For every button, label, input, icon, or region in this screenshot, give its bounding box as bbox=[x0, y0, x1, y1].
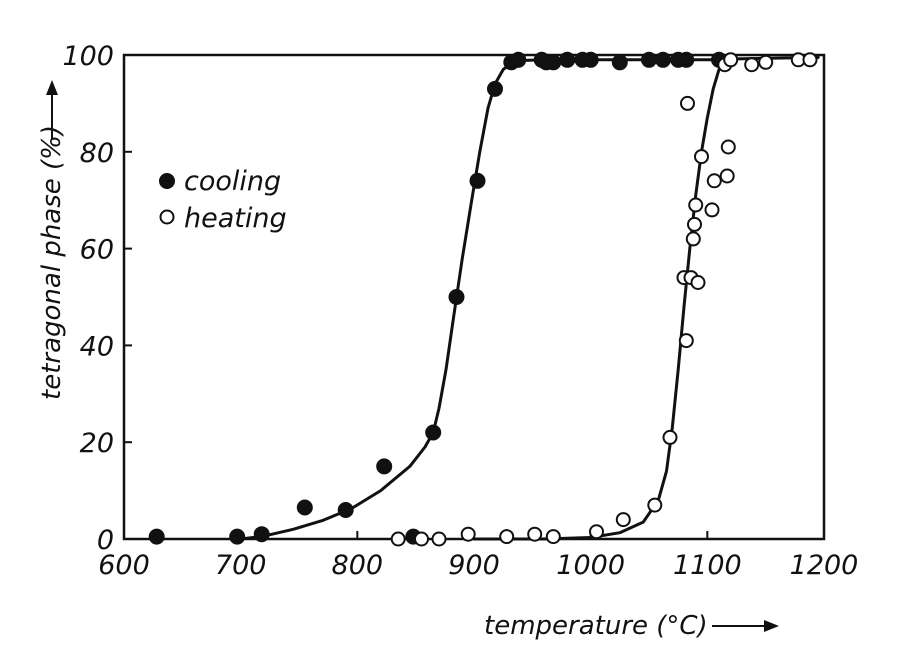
data-point-cooling bbox=[655, 51, 671, 68]
data-point-cooling bbox=[611, 54, 628, 71]
y-axis-arrow-head bbox=[46, 80, 58, 95]
data-point-heating bbox=[744, 57, 760, 73]
data-point-cooling bbox=[641, 51, 657, 68]
y-tick-label: 60 bbox=[80, 235, 114, 266]
data-points bbox=[148, 51, 818, 547]
fit-curve-heating bbox=[472, 55, 820, 541]
data-point-cooling bbox=[229, 528, 246, 545]
data-point-cooling bbox=[487, 80, 503, 97]
legend-label-heating: heating bbox=[184, 203, 287, 234]
data-point-heating bbox=[690, 275, 706, 290]
x-tick-label: 600 bbox=[98, 550, 150, 581]
data-point-heating bbox=[647, 497, 663, 513]
data-point-heating bbox=[706, 173, 722, 189]
data-point-heating bbox=[678, 333, 694, 349]
data-point-cooling bbox=[296, 499, 313, 516]
legend-marker-heating bbox=[159, 209, 175, 225]
legend-label-cooling: cooling bbox=[184, 166, 281, 197]
data-point-cooling bbox=[469, 172, 486, 189]
y-tick-label: 80 bbox=[80, 138, 114, 169]
data-point-heating bbox=[723, 52, 739, 68]
fit-curves bbox=[239, 55, 820, 541]
data-point-cooling bbox=[376, 458, 393, 475]
data-point-heating bbox=[499, 529, 515, 545]
x-axis-title: temperature (°C) bbox=[484, 611, 708, 641]
data-point-heating bbox=[589, 524, 604, 540]
data-point-cooling bbox=[559, 51, 576, 68]
data-point-cooling bbox=[678, 51, 695, 68]
data-point-heating bbox=[704, 202, 720, 218]
x-axis-arrow-head bbox=[764, 620, 779, 632]
x-tick-label: 1000 bbox=[556, 550, 625, 581]
data-point-heating bbox=[802, 52, 818, 68]
x-tick-label: 1100 bbox=[673, 550, 742, 581]
data-point-heating bbox=[685, 231, 701, 247]
x-axis-title-group: temperature (°C) bbox=[484, 611, 779, 641]
x-axis-ticks: 600 700 800 900 1000 1100 1200 bbox=[98, 531, 858, 581]
data-point-cooling bbox=[148, 528, 165, 545]
data-point-heating bbox=[527, 526, 543, 542]
y-axis-ticks: 0 20 40 60 80 100 bbox=[62, 41, 132, 556]
x-tick-label: 800 bbox=[332, 550, 384, 581]
x-tick-label: 900 bbox=[448, 550, 500, 581]
y-tick-label: 0 bbox=[97, 525, 114, 556]
legend: cooling heating bbox=[159, 166, 287, 234]
legend-marker-cooling bbox=[159, 173, 175, 189]
data-point-heating bbox=[680, 95, 695, 111]
data-point-heating bbox=[390, 531, 406, 547]
data-point-heating bbox=[431, 531, 447, 547]
data-point-heating bbox=[414, 531, 429, 547]
data-point-cooling bbox=[582, 51, 599, 68]
data-point-heating bbox=[545, 529, 561, 545]
data-point-heating bbox=[460, 526, 476, 542]
y-axis-title-group: tetragonal phase (%) bbox=[37, 80, 67, 400]
plot-frame bbox=[122, 53, 826, 541]
y-tick-label: 20 bbox=[80, 428, 114, 459]
data-point-heating bbox=[615, 512, 631, 528]
data-point-cooling bbox=[425, 424, 442, 441]
data-point-cooling bbox=[337, 502, 354, 518]
data-point-cooling bbox=[545, 54, 562, 71]
data-point-heating bbox=[687, 216, 702, 232]
y-axis-title: tetragonal phase (%) bbox=[37, 125, 67, 400]
fit-curve-cooling bbox=[239, 58, 723, 541]
y-tick-label: 100 bbox=[62, 41, 114, 72]
data-point-cooling bbox=[448, 289, 465, 305]
x-tick-label: 700 bbox=[215, 550, 267, 581]
y-tick-label: 40 bbox=[80, 331, 114, 362]
data-point-cooling bbox=[510, 51, 527, 68]
data-point-heating bbox=[720, 139, 736, 155]
data-point-heating bbox=[758, 54, 774, 70]
data-point-cooling bbox=[253, 526, 270, 543]
data-point-heating bbox=[719, 168, 735, 184]
data-point-heating bbox=[662, 429, 678, 445]
data-point-heating bbox=[694, 149, 709, 165]
data-point-heating bbox=[688, 197, 704, 213]
x-tick-label: 1200 bbox=[790, 550, 859, 581]
